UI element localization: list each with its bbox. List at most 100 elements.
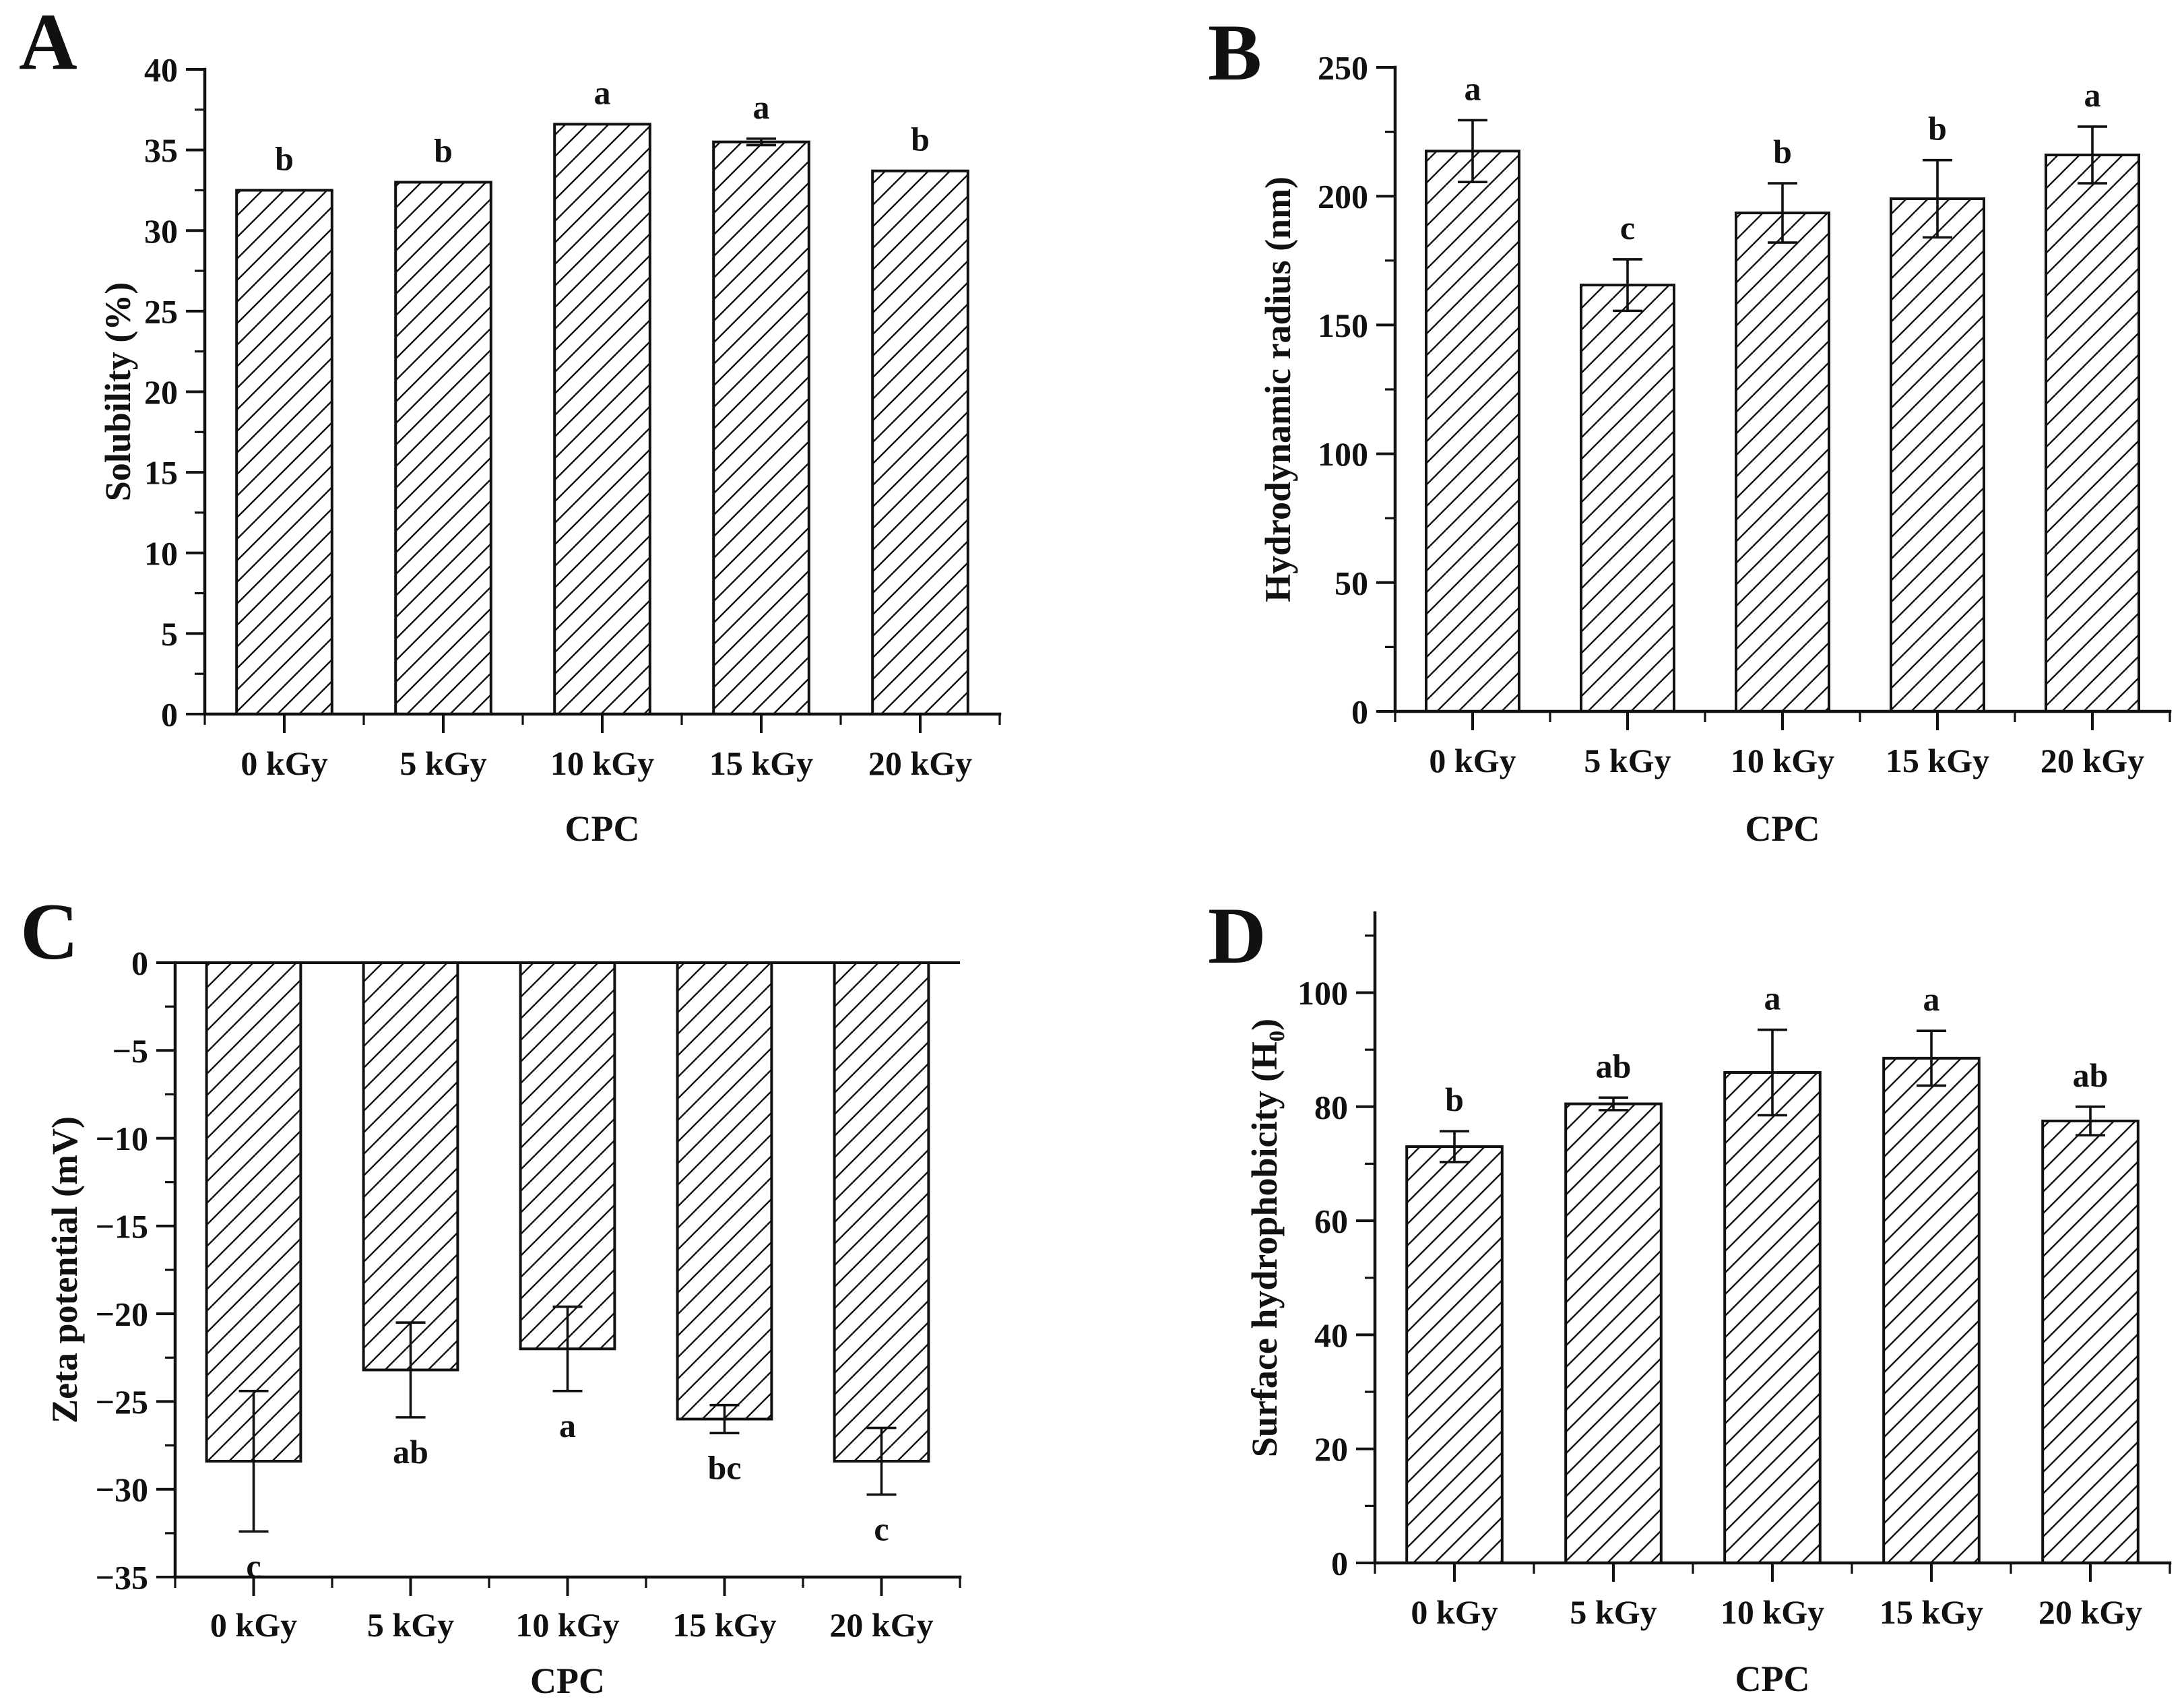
category-label: 20 kGy: [868, 744, 972, 782]
bar-hatch: [1581, 285, 1674, 711]
x-axis-title: CPC: [565, 808, 640, 849]
category-label: 10 kGy: [1731, 742, 1834, 779]
bar-hatch: [236, 190, 332, 714]
y-tick-label: 150: [1318, 307, 1368, 344]
error-bars: [1458, 119, 2107, 313]
bars: [1425, 150, 2140, 713]
sig-letter: b: [434, 131, 453, 169]
y-tick-label: 100: [1318, 435, 1368, 473]
bar-hatch: [206, 963, 301, 1462]
y-axis-title: Surface hydrophobicity (H₀): [1244, 1019, 1285, 1457]
y-tick-label: 0: [1351, 693, 1368, 731]
y-tick-label: 40: [1314, 1316, 1348, 1354]
category-label: 15 kGy: [672, 1606, 776, 1644]
panel-d-surface-hydrophobicity: D b ab a a ab 0 20 40 60 80 100 0 kGy 5 kGy 10 kGy 15 …: [1092, 850, 2184, 1699]
category-label: 10 kGy: [1721, 1593, 1824, 1631]
sig-letter: a: [1923, 980, 1940, 1018]
error-bars: [1440, 1028, 2105, 1163]
panel-label-b: B: [1208, 7, 1262, 97]
y-ticks: 0 20 40 60 80 100: [1297, 934, 1375, 1582]
x-axis-title: CPC: [1735, 1659, 1810, 1699]
bar-hatch: [713, 141, 809, 715]
category-label: 15 kGy: [1880, 1593, 1983, 1631]
bar-hatch: [363, 963, 458, 1370]
sig-letter: a: [559, 1407, 576, 1444]
bar-hatch: [2043, 1120, 2138, 1563]
y-tick-label: 20: [144, 373, 178, 411]
bar-hatch: [395, 182, 491, 715]
error-bars: [238, 1305, 897, 1533]
y-tick-label: 100: [1297, 974, 1348, 1012]
bars: [235, 123, 969, 716]
bar-hatch: [834, 963, 929, 1462]
bar-hatch: [1884, 1058, 1979, 1563]
y-tick-label: 15: [144, 454, 178, 492]
y-tick-label: 35: [144, 131, 178, 169]
y-tick-label: −20: [96, 1295, 149, 1333]
y-tick-label: 250: [1318, 49, 1368, 87]
x-ticks: 0 kGy 5 kGy 10 kGy 15 kGy 20 kGy: [1394, 711, 2171, 779]
bar-hatch: [554, 124, 650, 715]
y-tick-label: 25: [144, 292, 178, 330]
y-tick-label: −25: [96, 1383, 149, 1421]
sig-letter: b: [1773, 133, 1792, 170]
x-axis-title: CPC: [530, 1661, 605, 1699]
bar-hatch: [1566, 1103, 1661, 1563]
sig-letter: ab: [1596, 1047, 1632, 1085]
sig-letter: b: [1928, 110, 1947, 148]
bar-hatch: [2046, 155, 2139, 712]
category-label: 5 kGy: [1570, 1593, 1657, 1631]
x-axis-title: CPC: [1745, 808, 1820, 849]
sig-letter: b: [1445, 1081, 1464, 1118]
sig-letter: a: [594, 73, 611, 111]
bar-hatch: [677, 963, 772, 1419]
y-tick-label: 60: [1314, 1203, 1348, 1240]
category-label: 10 kGy: [550, 744, 654, 782]
y-tick-label: −10: [96, 1120, 149, 1157]
bar-hatch: [1891, 199, 1984, 711]
sig-letter: a: [1764, 980, 1781, 1017]
y-tick-label: 0: [131, 944, 148, 982]
category-label: 5 kGy: [1584, 742, 1671, 779]
sig-letter: a: [2084, 76, 2101, 114]
sig-letters: c ab a bc c: [246, 1407, 889, 1584]
bar-hatch: [872, 170, 968, 715]
y-tick-label: 10: [144, 534, 178, 572]
category-label: 5 kGy: [367, 1606, 454, 1644]
solubility-bar-chart: b b a a b 0 5 10 15 20 25 30 35 40 0 kGy 5 kGy 10 kGy 15 …: [98, 51, 1002, 849]
sig-letters: a c b b a: [1465, 69, 2101, 246]
surface-hydrophobicity-bar-chart: b ab a a ab 0 20 40 60 80 100 0 kGy 5 kGy 10 kGy 15 kG…: [1244, 911, 2172, 1699]
y-tick-label: 20: [1314, 1430, 1348, 1468]
y-ticks: 0 5 10 15 20 25 30 35 40: [144, 51, 205, 734]
category-label: 15 kGy: [709, 744, 813, 782]
bar-hatch: [1426, 151, 1519, 711]
y-tick-label: 5: [161, 615, 178, 653]
panel-label-d: D: [1208, 891, 1266, 980]
sig-letter: b: [911, 121, 930, 158]
y-tick-label: 80: [1314, 1088, 1348, 1126]
panel-c-zeta-potential: C c ab a bc c 0 −5 −10 −15 −20 −25 −30 −35 0 kGy 5 kGy…: [0, 850, 1092, 1699]
y-tick-label: 0: [161, 696, 178, 734]
sig-letter: b: [275, 139, 294, 177]
y-tick-label: 50: [1335, 564, 1368, 602]
error-bars: [746, 137, 776, 147]
y-ticks: 0 50 100 150 200 250: [1318, 49, 1395, 731]
zeta-potential-bar-chart: c ab a bc c 0 −5 −10 −15 −20 −25 −30 −35 0 kGy 5 kGy 10…: [44, 944, 962, 1699]
sig-letter: c: [874, 1510, 889, 1548]
category-label: 20 kGy: [2041, 742, 2144, 779]
y-tick-label: −30: [96, 1471, 149, 1508]
sig-letters: b ab a a ab: [1445, 980, 2108, 1119]
sig-letter: a: [753, 88, 770, 126]
y-tick-label: 40: [144, 51, 178, 89]
sig-letter: ab: [393, 1433, 428, 1471]
sig-letters: b b a a b: [275, 73, 930, 177]
x-ticks: 0 kGy 5 kGy 10 kGy 15 kGy 20 kGy: [1374, 1563, 2171, 1631]
category-label: 20 kGy: [2038, 1593, 2142, 1631]
category-label: 0 kGy: [210, 1606, 297, 1644]
category-label: 5 kGy: [399, 744, 486, 782]
y-tick-label: 30: [144, 212, 178, 250]
y-tick-label: −15: [96, 1207, 149, 1245]
y-tick-label: −35: [96, 1559, 149, 1597]
sig-letter: a: [1465, 69, 1481, 107]
sig-letter: bc: [708, 1448, 742, 1486]
